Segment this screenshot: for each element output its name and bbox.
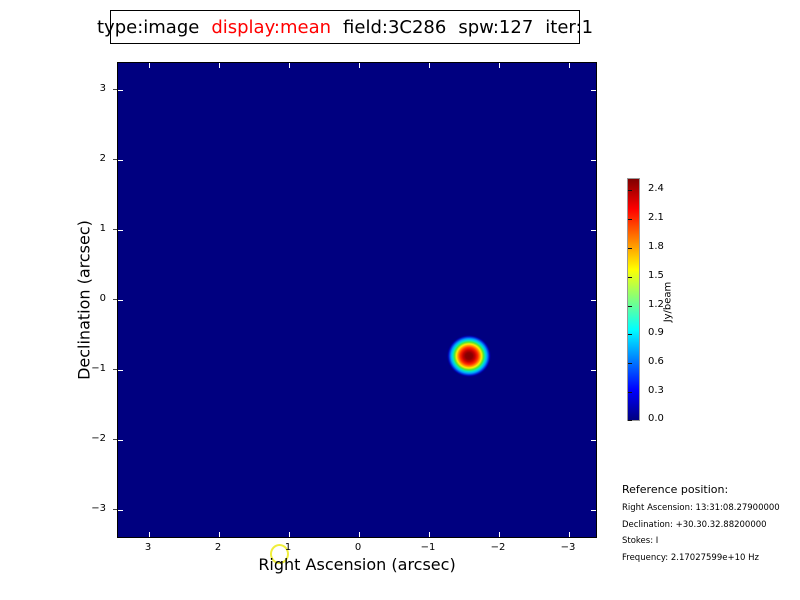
- y-tick: [118, 300, 123, 301]
- y-tick: [118, 230, 123, 231]
- x-tick: [149, 63, 150, 68]
- x-tick-label: −2: [490, 542, 506, 553]
- x-tick-label: −3: [560, 542, 576, 553]
- colorbar-tick: [628, 219, 632, 220]
- x-tick: [429, 532, 430, 537]
- x-tick: [569, 532, 570, 537]
- y-tick: [118, 160, 123, 161]
- x-tick: [359, 532, 360, 537]
- x-tick-label: 1: [284, 542, 292, 553]
- colorbar-tick-label: 0.9: [648, 327, 664, 338]
- y-tick: [591, 230, 596, 231]
- reference-stokes: Stokes: I: [622, 536, 659, 546]
- x-tick: [429, 63, 430, 68]
- x-tick: [569, 63, 570, 68]
- y-tick: [118, 510, 123, 511]
- beam-ellipse-marker: [270, 544, 289, 564]
- reference-heading: Reference position:: [622, 483, 729, 496]
- y-tick-label: 2: [99, 153, 106, 164]
- colorbar-tick-label: 1.2: [648, 299, 664, 310]
- x-tick: [499, 532, 500, 537]
- x-tick-label: 3: [144, 542, 152, 553]
- colorbar-tick: [628, 306, 632, 307]
- colorbar-tick: [628, 190, 632, 191]
- y-tick: [591, 510, 596, 511]
- y-outer-tick: [113, 299, 117, 300]
- y-tick-label: −2: [91, 433, 106, 444]
- x-tick-label: 0: [354, 542, 362, 553]
- colorbar-tick: [628, 277, 632, 278]
- reference-position-block: Reference position: Right Ascension: 13:…: [622, 483, 797, 569]
- y-tick-label: 0: [99, 293, 106, 304]
- x-tick: [359, 63, 360, 68]
- y-outer-tick: [113, 159, 117, 160]
- colorbar-tick: [628, 420, 632, 421]
- y-tick-label: −3: [91, 503, 106, 514]
- colorbar-tick: [628, 363, 632, 364]
- y-tick: [591, 160, 596, 161]
- image-plot-area: [117, 62, 597, 564]
- y-tick: [591, 300, 596, 301]
- reference-frequency: Frequency: 2.17027599e+10 Hz: [622, 552, 759, 563]
- colorbar-tick-label: 1.8: [648, 241, 664, 252]
- colorbar-tick: [628, 334, 632, 335]
- plot-title-box: type:image display:mean field:3C286 spw:…: [97, 10, 593, 44]
- colorbar-tick-label: 2.1: [648, 212, 664, 223]
- y-outer-tick: [113, 509, 117, 510]
- colorbar-unit-label: Jy/beam: [662, 281, 674, 323]
- y-outer-tick: [113, 369, 117, 370]
- y-tick: [591, 440, 596, 441]
- y-outer-tick: [113, 439, 117, 440]
- y-outer-tick: [113, 89, 117, 90]
- title-field: field:3C286: [343, 16, 447, 38]
- y-tick: [118, 90, 123, 91]
- x-tick-label: −1: [420, 542, 436, 553]
- colorbar-tick-label: 0.3: [648, 385, 664, 396]
- x-tick: [219, 63, 220, 68]
- colorbar: [627, 178, 640, 421]
- colorbar-tick-label: 0.0: [648, 413, 664, 424]
- title-type: type:image: [96, 16, 200, 38]
- reference-ra: Right Ascension: 13:31:08.27900000: [622, 503, 780, 513]
- colorbar-tick-label: 0.6: [648, 356, 664, 367]
- x-tick: [289, 63, 290, 68]
- x-tick: [289, 532, 290, 537]
- x-tick: [149, 532, 150, 537]
- title-spw: spw:127: [458, 16, 534, 38]
- y-axis-label: Declination (arcsec): [74, 220, 94, 380]
- colorbar-tick: [628, 248, 632, 249]
- x-tick: [219, 532, 220, 537]
- colorbar-tick-label: 2.4: [648, 183, 664, 194]
- y-tick: [591, 90, 596, 91]
- y-tick-label: 1: [99, 223, 106, 234]
- y-tick: [118, 440, 123, 441]
- y-tick: [118, 370, 123, 371]
- reference-dec: Declination: +30.30.32.88200000: [622, 519, 767, 530]
- colorbar-tick: [628, 392, 632, 393]
- title-iter: iter:1: [545, 16, 594, 38]
- source-blob-3c286: [447, 335, 491, 377]
- y-tick: [591, 370, 596, 371]
- title-display: display:mean: [211, 16, 332, 38]
- y-outer-tick: [113, 229, 117, 230]
- colorbar-tick-label: 1.5: [648, 270, 664, 281]
- x-tick-label: 2: [214, 542, 222, 553]
- y-tick-label: −1: [91, 363, 106, 374]
- y-tick-label: 3: [99, 83, 106, 94]
- x-axis-label: Right Ascension (arcsec): [258, 555, 456, 574]
- x-tick: [499, 63, 500, 68]
